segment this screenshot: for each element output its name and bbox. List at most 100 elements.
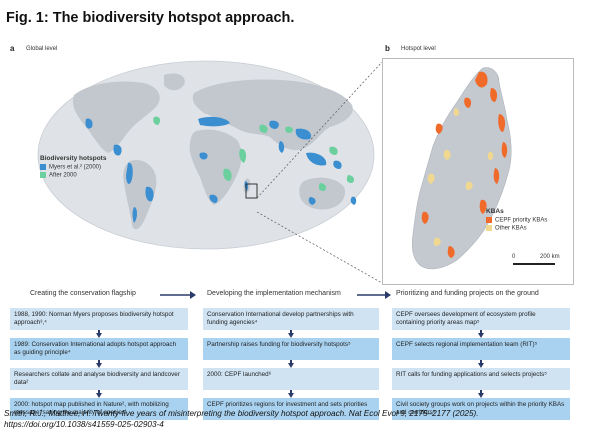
scale-zero: 0 [512,254,516,260]
kba-priority-south [447,246,455,258]
legend-label-after2000: After 2000 [49,172,77,179]
col2-step-2: Partnership raises funding for biodivers… [203,338,379,360]
kba-priority-west [435,123,443,134]
kba-other-1 [453,108,460,116]
col3-step-1: CEPF oversees development of ecosystem p… [392,308,570,330]
kba-other-2 [443,149,451,160]
legend-swatch-myers [40,164,46,170]
column-heading-1: Creating the conservation flagship [30,290,136,297]
kba-other-6 [487,151,494,160]
hotspot-mesoamerica [113,144,122,156]
col1-step-3: Researchers collate and analyse biodiver… [10,368,188,390]
col1-arrow-stem-2 [98,360,100,363]
col1-arrow-2 [95,363,102,368]
hotspot-irano-anatolian [259,124,268,133]
hotspot-mountains-china [295,128,312,140]
panel-a-label: Global level [26,46,58,52]
world-map [37,60,375,250]
panel-a-letter: a [10,44,15,53]
hotspot-sw-australia [308,197,316,205]
legend-label-other: Other KBAs [495,225,527,232]
landmass-north-america [72,81,160,153]
legend-kbas-item-other: Other KBAs [486,224,547,232]
col1-arrow-3 [95,393,102,398]
kba-priority-southwest [421,211,429,224]
kba-priority-northeast [490,88,498,102]
col2-arrow-2 [287,363,294,368]
hotspot-chilean [132,207,137,223]
hotspot-forests-east-australia [318,183,327,191]
kba-priority-zahamena [501,142,508,158]
col3-arrow-stem-3 [480,390,482,393]
col2-arrow-stem-1 [290,330,292,333]
kba-other-5 [433,237,441,246]
col3-arrow-1 [477,333,484,338]
madagascar-inset-box [245,183,258,199]
legend-hotspots-item-myers: Myers et al.² (2000) [40,164,106,171]
legend-swatch-priority [486,217,492,223]
panel-b-label: Hotspot level [401,46,436,52]
hotspot-japan [329,146,338,155]
madagascar-map [411,67,512,270]
legend-swatch-after2000 [40,171,46,178]
col2-step-1: Conservation International develop partn… [203,308,379,330]
col1-step-2: 1989: Conservation International adopts … [10,338,188,360]
col1-arrow-stem-3 [98,390,100,393]
col1-step-1: 1988, 1990: Norman Myers proposes biodiv… [10,308,188,330]
hotspot-sundaland [306,152,327,166]
legend-hotspots-title: Biodiversity hotspots [40,155,107,162]
col3-step-4: Civil society groups work on projects wi… [392,398,570,420]
landmass-greenland [164,73,185,91]
col2-step-4: CEPF prioritizes regions for investment … [203,398,379,420]
col2-arrow-3 [287,393,294,398]
kba-priority-sambirano [464,97,472,108]
hotspot-caucasus [269,120,279,129]
hotspot-mountains-central-asia [285,126,293,133]
kba-other-3 [427,173,435,184]
hotspot-nafp [153,116,161,125]
figure-title: Fig. 1: The biodiversity hotspot approac… [6,10,295,26]
column-heading-2: Developing the implementation mechanism [207,290,341,297]
hotspot-wallacea [333,160,342,169]
legend-kbas: KBAs CEPF priority KBAs Other KBAs [486,208,547,231]
connector-bottom [256,211,383,284]
hotspot-guinean-forests [199,152,208,160]
scale-value: 200 km [540,254,560,260]
hotspot-california [85,118,93,129]
citation-credit: Smith, R.J., Matthee, H. Twenty-five yea… [4,409,479,429]
col1-arrow-1 [95,333,102,338]
col2-arrow-stem-2 [290,360,292,363]
legend-label-myers: Myers et al.² (2000) [49,164,102,171]
col1-arrow-stem-1 [98,330,100,333]
hotspot-atlantic-forest [145,186,154,202]
col3-arrow-stem-1 [480,330,482,333]
col3-step-3: RIT calls for funding applications and s… [392,368,570,390]
kba-priority-masoala [498,114,506,132]
col3-arrow-stem-2 [480,360,482,363]
kba-priority-ranomafana [479,199,487,214]
hotspot-western-ghats [278,141,285,153]
hotspot-horn-africa [239,148,247,163]
legend-label-priority: CEPF priority KBAs [495,217,548,224]
hotspot-eastern-afromontane [223,168,232,181]
scale-bar [513,263,555,265]
legend-kbas-title: KBAs [486,208,504,215]
kba-priority-north [475,71,488,88]
col3-arrow-2 [477,363,484,368]
hotspot-tropical-andes [126,162,133,184]
col2-arrow-stem-3 [290,390,292,393]
landmass-eurasia [192,79,353,151]
hotspot-mediterranean [198,116,230,127]
hotspot-new-zealand [350,196,357,205]
legend-kbas-item-priority: CEPF priority KBAs [486,217,547,224]
hotspot-east-melanesian [346,175,355,183]
col2-step-3: 2000: CEPF launched⁶ [203,368,379,390]
legend-hotspots: Biodiversity hotspots Myers et al.² (200… [40,155,106,178]
heading-arrow-2 [357,291,391,299]
legend-hotspots-item-after2000: After 2000 [40,171,106,179]
hotspot-cape [209,194,218,203]
column-heading-3: Prioritizing and funding projects on the… [396,290,539,297]
heading-arrow-1 [160,291,196,299]
col3-step-2: CEPF selects regional implementation tea… [392,338,570,360]
